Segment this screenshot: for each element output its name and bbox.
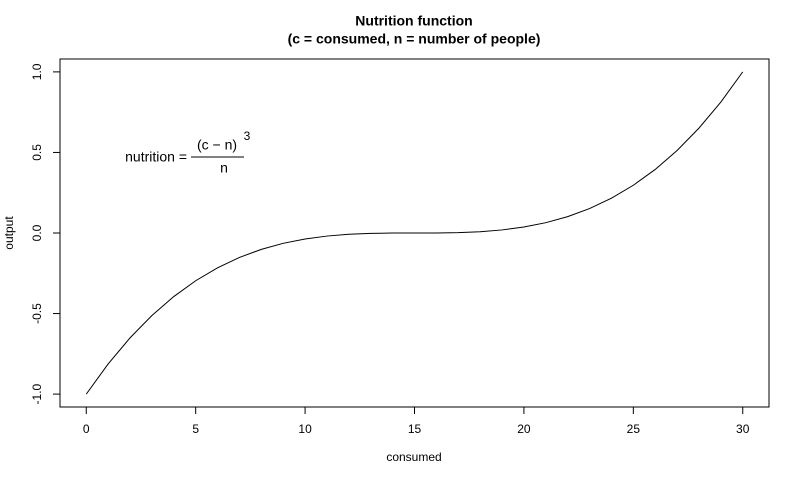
x-tick-label: 30 <box>736 422 750 436</box>
x-tick-label: 15 <box>408 422 422 436</box>
x-tick-label: 5 <box>192 422 199 436</box>
x-tick-label: 10 <box>298 422 312 436</box>
x-tick-label: 25 <box>627 422 641 436</box>
y-axis-label: output <box>2 216 16 250</box>
data-line <box>85 71 744 395</box>
y-tick-label: 0.5 <box>30 144 44 161</box>
chart-subtitle: (c = consumed, n = number of people) <box>288 31 541 47</box>
y-tick-label: -1.0 <box>30 383 44 404</box>
chart-title: Nutrition function <box>355 13 472 29</box>
formula-exponent: 3 <box>244 129 251 143</box>
x-tick-label: 0 <box>83 422 90 436</box>
formula-denominator: n <box>220 160 228 176</box>
formula-numerator: (c − n) <box>197 137 237 153</box>
formula-lhs: nutrition = <box>125 149 187 165</box>
x-tick-label: 20 <box>517 422 531 436</box>
y-tick-label: -0.5 <box>30 303 44 324</box>
y-tick-label: 1.0 <box>30 63 44 80</box>
x-axis-label: consumed <box>386 450 441 464</box>
y-tick-label: 0.0 <box>30 224 44 241</box>
